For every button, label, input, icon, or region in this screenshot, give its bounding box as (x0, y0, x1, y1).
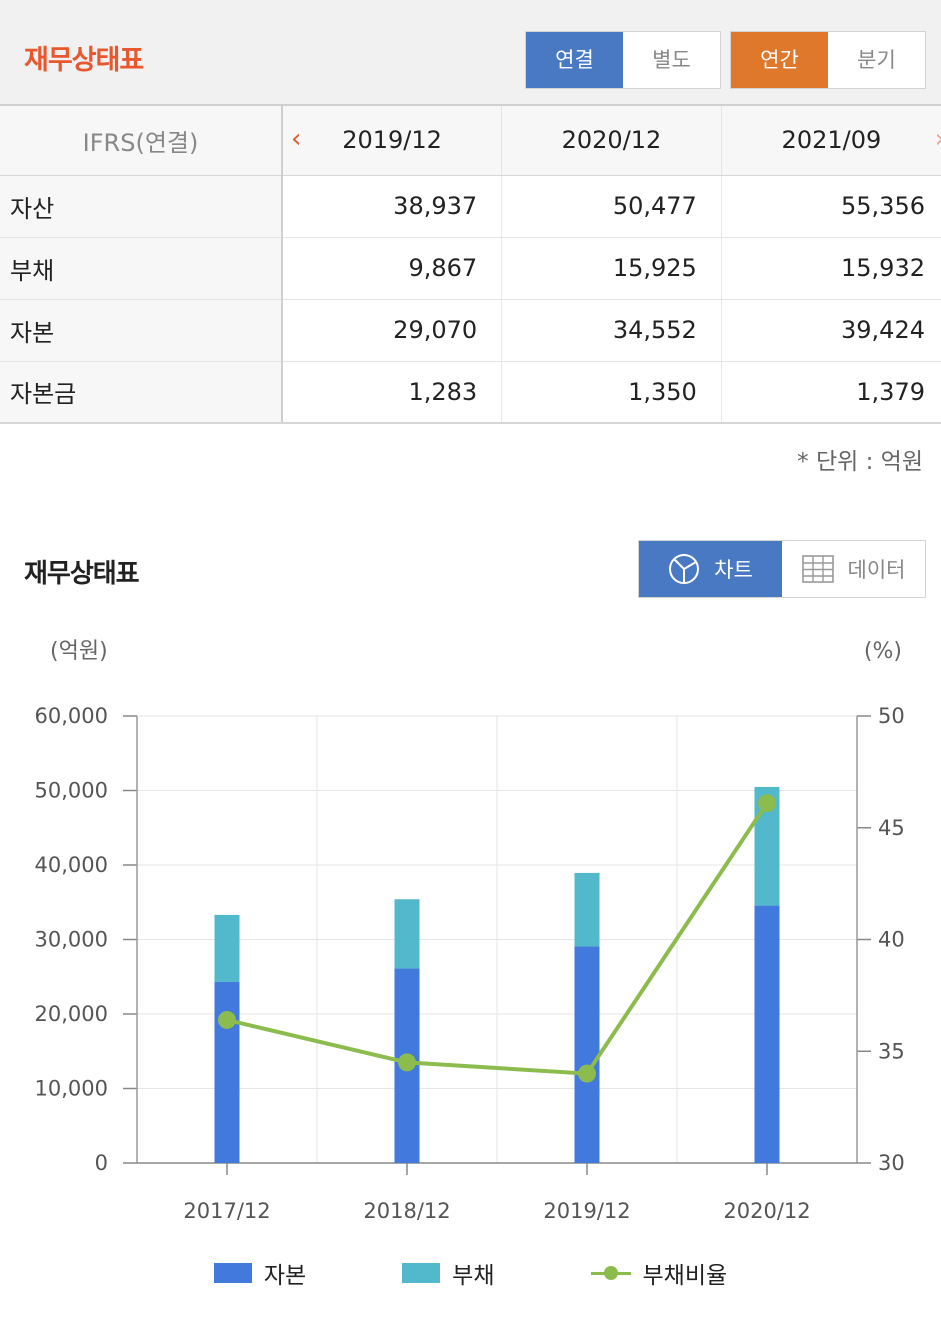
left-axis-tick-label: 60,000 (35, 704, 108, 728)
period-quarter-button[interactable]: 분기 (857, 48, 896, 72)
table-row: 부채 9,867 15,925 15,932 (0, 237, 941, 300)
row-label: 부채 (0, 237, 283, 300)
view-toggle: 차트 데이터 (638, 540, 926, 598)
left-axis-tick-label: 30,000 (35, 928, 108, 952)
balance-sheet-chart: (억원) (%) 0 10,000 20,000 30,000 40,000 50,000 60… (35, 639, 905, 1223)
table-cell: 15,925 (501, 237, 722, 300)
row-label: 자본금 (0, 361, 283, 424)
legend-swatch-equity (213, 1263, 252, 1283)
legend-item-debt-ratio[interactable]: 부채비율 (590, 1256, 728, 1290)
x-axis-tick-label: 2019/12 (543, 1199, 630, 1223)
right-axis-tick-label: 50 (878, 704, 905, 728)
chevron-left-icon[interactable]: ‹ (291, 124, 302, 154)
debt-ratio-point (398, 1053, 416, 1072)
table-row: 자본 29,070 34,552 39,424 (0, 299, 941, 362)
bar-equity (754, 905, 780, 1163)
bar-equity (574, 946, 600, 1163)
table-cell: 29,070 (282, 299, 503, 362)
pie-chart-icon (669, 554, 700, 584)
chart-view-button[interactable]: 차트 (639, 541, 782, 597)
debt-ratio-line (226, 802, 769, 1076)
table-cell: 9,867 (282, 237, 503, 300)
left-axis-tick-label: 20,000 (35, 1002, 108, 1026)
table-cell: 1,283 (282, 361, 503, 424)
unit-note: * 단위 : 억원 (797, 449, 923, 475)
bar-liabilities (574, 872, 600, 947)
bar-liabilities (394, 899, 420, 969)
legend-label: 부채 (452, 1263, 495, 1289)
table-cell: 15,932 (721, 237, 941, 300)
bar-equity (214, 981, 240, 1163)
table-cell: 34,552 (501, 299, 722, 362)
x-axis-tick-label: 2017/12 (183, 1199, 270, 1223)
top-header: 재무상태표 연결 별도 연간 분기 (0, 0, 941, 104)
column-header-label: 2020/12 (561, 126, 662, 155)
table-cell: 55,356 (721, 175, 941, 238)
scope-consolidated-button[interactable]: 연결 (526, 32, 623, 88)
period-toggle: 연간 분기 (730, 31, 926, 89)
legend-label: 자본 (263, 1263, 307, 1289)
table-cell: 1,379 (721, 361, 941, 424)
chart-view-label: 차트 (714, 558, 753, 582)
x-axis-tick-label: 2020/12 (723, 1199, 810, 1223)
chart-legend: 자본 부채 부채비율 (0, 1256, 941, 1290)
column-header: 2020/12 (501, 104, 722, 176)
right-axis-tick-label: 30 (878, 1151, 905, 1175)
legend-swatch-liabilities (402, 1263, 441, 1283)
period-annual-button[interactable]: 연간 (731, 32, 828, 88)
chart-section-title: 재무상태표 (24, 559, 140, 589)
table-header-row: IFRS(연결) ‹ 2019/12 2020/12 2021/09 › (0, 104, 941, 176)
legend-swatch-debt-ratio (590, 1263, 631, 1283)
debt-ratio-point (218, 1010, 236, 1029)
row-label: 자산 (0, 175, 283, 238)
column-header-label: 2021/09 (781, 126, 882, 155)
table-cell: 50,477 (501, 175, 722, 238)
debt-ratio-point (758, 794, 776, 813)
table-row: 자본금 1,283 1,350 1,379 (0, 361, 941, 424)
bar-liabilities (214, 914, 240, 982)
chevron-right-icon[interactable]: › (935, 124, 941, 154)
left-axis-tick-label: 0 (95, 1151, 108, 1175)
x-axis-tick-label: 2018/12 (363, 1199, 450, 1223)
right-axis-unit: (%) (864, 639, 902, 664)
left-axis-unit: (억원) (50, 639, 108, 664)
data-view-label: 데이터 (847, 558, 906, 582)
table-grid-icon (801, 555, 834, 583)
data-view-button[interactable]: 데이터 (782, 541, 925, 597)
left-axis-tick-label: 50,000 (35, 779, 108, 803)
left-axis-tick-label: 40,000 (35, 853, 108, 877)
table-cell: 39,424 (721, 299, 941, 362)
legend-item-liabilities[interactable]: 부채 (402, 1256, 495, 1290)
table-cell: 38,937 (282, 175, 503, 238)
legend-label: 부채비율 (642, 1263, 728, 1289)
right-axis-tick-label: 45 (878, 816, 905, 840)
right-axis-tick-label: 35 (878, 1039, 905, 1063)
left-axis-tick-label: 10,000 (35, 1077, 108, 1101)
debt-ratio-point (578, 1064, 596, 1083)
right-axis-tick-label: 40 (878, 928, 905, 952)
legend-item-equity[interactable]: 자본 (213, 1256, 307, 1290)
table-corner-label: IFRS(연결) (0, 104, 283, 176)
column-header-label: 2019/12 (342, 126, 442, 155)
page-title: 재무상태표 (24, 45, 144, 76)
balance-sheet-table: IFRS(연결) ‹ 2019/12 2020/12 2021/09 › 자산 … (0, 104, 941, 424)
scope-separate-button[interactable]: 별도 (652, 48, 691, 72)
column-header: ‹ 2019/12 (282, 104, 503, 176)
scope-toggle: 연결 별도 (525, 31, 721, 89)
table-row: 자산 38,937 50,477 55,356 (0, 175, 941, 238)
column-header: 2021/09 › (721, 104, 941, 176)
table-cell: 1,350 (501, 361, 722, 424)
row-label: 자본 (0, 299, 283, 362)
